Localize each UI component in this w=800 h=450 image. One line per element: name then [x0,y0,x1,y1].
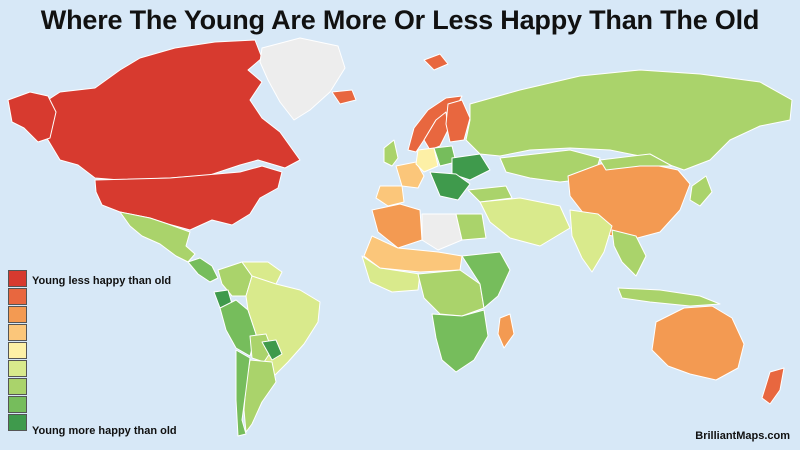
region-canada [37,39,301,181]
region-mongolia [599,153,673,171]
region-svalbard [423,53,449,71]
region-france [395,161,425,189]
map-title: Where The Young Are More Or Less Happy T… [40,5,760,35]
region-japan [689,175,713,207]
region-alaska [7,91,57,143]
region-turkey [467,185,513,203]
credit-text: BrilliantMaps.com [695,430,790,442]
legend-swatch-5 [8,360,27,377]
region-australia [651,305,745,381]
region-southern-africa [431,309,489,373]
legend-swatch-3 [8,324,27,341]
region-india [569,209,613,273]
region-uk [383,139,399,167]
region-greenland [259,37,346,121]
legend-swatch-2 [8,306,27,323]
legend-swatch-0 [8,270,27,287]
region-middle-east [479,197,571,247]
region-chile [235,349,251,437]
region-indonesia [617,287,721,307]
legend: Young less happy than old Young more hap… [8,270,208,442]
region-russia [465,69,793,171]
region-paraguay [261,339,283,361]
region-iceland [331,89,357,105]
region-finland [445,99,471,143]
region-mexico [119,211,196,263]
region-united-states [94,165,283,231]
region-ukraine [451,153,491,181]
legend-swatch-4 [8,342,27,359]
region-balkans [429,171,471,201]
region-spain [375,185,405,207]
region-madagascar [497,313,515,349]
region-central-america [187,257,219,283]
legend-swatch-7 [8,396,27,413]
region-east-africa [461,251,511,309]
region-libya [421,213,463,251]
legend-swatch-6 [8,378,27,395]
region-egypt [455,213,487,241]
region-germany [415,147,439,173]
legend-label-high: Young more happy than old [32,425,177,437]
legend-swatch-1 [8,288,27,305]
region-southeast-asia [611,229,647,277]
region-new-zealand [761,367,785,405]
region-central-africa [417,269,485,317]
legend-label-low: Young less happy than old [32,275,172,287]
legend-swatch-8 [8,414,27,431]
